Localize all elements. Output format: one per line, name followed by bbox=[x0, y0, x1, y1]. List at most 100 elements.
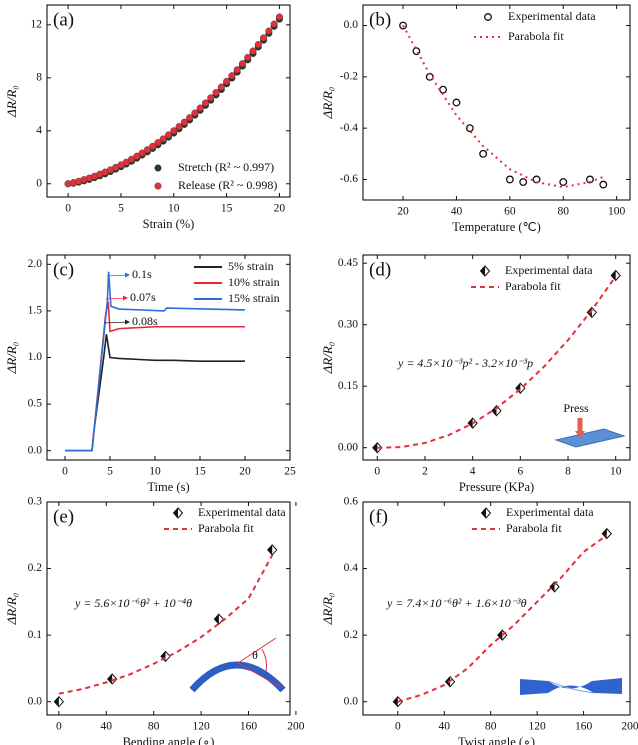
y-tick-label: 0.0 bbox=[28, 444, 43, 456]
series-line bbox=[377, 275, 617, 449]
y-tick-label: 0.2 bbox=[28, 562, 43, 574]
x-axis-label: Strain (%) bbox=[143, 217, 195, 231]
x-tick-label: 80 bbox=[485, 721, 497, 733]
plot-area bbox=[392, 527, 612, 708]
point bbox=[217, 83, 225, 91]
point bbox=[164, 131, 172, 139]
x-tick-label: 15 bbox=[221, 203, 233, 215]
annotation-arrow-head bbox=[125, 272, 130, 278]
y-tick-label: 0.0 bbox=[344, 19, 359, 31]
point bbox=[201, 99, 209, 107]
diamond-half bbox=[372, 442, 378, 453]
press-arrow-head bbox=[575, 431, 585, 438]
plot-area bbox=[372, 269, 621, 454]
bent-film bbox=[189, 661, 286, 693]
x-tick-label: 5 bbox=[107, 466, 113, 478]
y-axis-label: ΔR/R₀ bbox=[320, 342, 335, 375]
point bbox=[53, 695, 65, 708]
y-tick-label: 0.5 bbox=[28, 398, 43, 410]
x-tick-label: 200 bbox=[287, 721, 305, 733]
panel-label: (c) bbox=[53, 259, 74, 280]
y-axis-label: ΔR/R₀ bbox=[4, 593, 19, 626]
annotation: Press bbox=[563, 401, 589, 415]
point bbox=[122, 158, 130, 166]
twisted-film bbox=[520, 678, 622, 695]
press-inset bbox=[554, 418, 626, 448]
y-tick-label: 0.2 bbox=[344, 629, 359, 641]
series-line bbox=[58, 554, 274, 695]
point bbox=[275, 13, 283, 21]
diamond-half bbox=[393, 696, 398, 707]
panel-label: (b) bbox=[369, 9, 391, 30]
annotation: 0.1s bbox=[132, 267, 152, 281]
annotation-arrow-head bbox=[123, 295, 128, 301]
point bbox=[223, 77, 231, 85]
twist-inset bbox=[520, 678, 622, 695]
annotation: y = 4.5×10⁻³p² - 3.2×10⁻³p bbox=[397, 356, 533, 370]
x-axis-label: Bending angle (∘) bbox=[123, 735, 215, 745]
panel-label: (f) bbox=[369, 506, 388, 527]
diamond-half bbox=[611, 270, 616, 281]
point bbox=[270, 20, 278, 28]
annotation-arrow bbox=[103, 321, 129, 324]
point bbox=[260, 34, 268, 42]
diamond-half bbox=[267, 544, 273, 555]
y-tick-label: -0.2 bbox=[340, 70, 358, 82]
point bbox=[138, 149, 146, 157]
point bbox=[159, 135, 167, 143]
x-tick-label: 8 bbox=[565, 466, 571, 478]
annotation-arrow-head bbox=[125, 319, 130, 325]
legend-label: Release (R² ~ 0.998) bbox=[178, 178, 277, 192]
plot-frame bbox=[46, 501, 291, 716]
annotation: y = 7.4×10⁻⁶θ² + 1.6×10⁻³θ bbox=[386, 596, 527, 610]
plot-frame bbox=[362, 4, 631, 201]
y-tick-label: 0 bbox=[36, 177, 42, 189]
y-tick-label: 0.3 bbox=[28, 496, 43, 508]
x-tick-label: 200 bbox=[621, 721, 638, 733]
y-tick-label: 8 bbox=[36, 71, 42, 83]
plot-area bbox=[65, 271, 246, 452]
twist-edge bbox=[547, 680, 595, 694]
plate bbox=[554, 428, 626, 448]
x-tick-label: 10 bbox=[610, 466, 622, 478]
y-tick-label: 0.0 bbox=[28, 695, 43, 707]
point bbox=[172, 507, 184, 519]
plot-area bbox=[399, 21, 608, 189]
point bbox=[133, 152, 141, 160]
point bbox=[196, 104, 204, 112]
x-tick-label: 0 bbox=[65, 203, 71, 215]
y-tick-label: 0.00 bbox=[338, 441, 358, 453]
x-tick-label: 20 bbox=[397, 206, 409, 218]
x-tick-label: 60 bbox=[504, 206, 516, 218]
y-tick-label: 0.6 bbox=[344, 496, 359, 508]
y-tick-label: 0.1 bbox=[28, 629, 43, 641]
series-line bbox=[65, 334, 245, 452]
y-tick-label: 1.5 bbox=[28, 305, 43, 317]
legend-label: 5% strain bbox=[228, 259, 274, 273]
point bbox=[519, 178, 528, 186]
legend-label: Parabola fit bbox=[508, 29, 564, 43]
y-tick-label: 4 bbox=[36, 124, 42, 136]
point bbox=[480, 507, 492, 519]
point bbox=[599, 180, 608, 189]
plot-frame bbox=[362, 501, 631, 716]
annotation-arrow bbox=[106, 274, 129, 277]
diamond-half bbox=[492, 405, 497, 416]
diamond-half bbox=[54, 696, 59, 707]
x-tick-label: 20 bbox=[239, 466, 251, 478]
point bbox=[238, 60, 246, 68]
x-axis-label: Pressure (KPa) bbox=[459, 480, 534, 494]
x-tick-label: 2 bbox=[422, 466, 428, 478]
y-tick-label: 1.0 bbox=[28, 351, 43, 363]
point bbox=[149, 142, 157, 150]
series-line bbox=[397, 534, 608, 703]
diamond-half bbox=[497, 630, 503, 641]
plot-frame bbox=[362, 254, 631, 461]
point bbox=[610, 269, 621, 282]
x-tick-label: 0 bbox=[374, 466, 380, 478]
x-tick-label: 0 bbox=[62, 466, 68, 478]
point bbox=[586, 306, 598, 319]
x-tick-label: 0 bbox=[395, 721, 401, 733]
annotation-arrow bbox=[105, 297, 127, 300]
annotation: θ bbox=[252, 648, 258, 662]
